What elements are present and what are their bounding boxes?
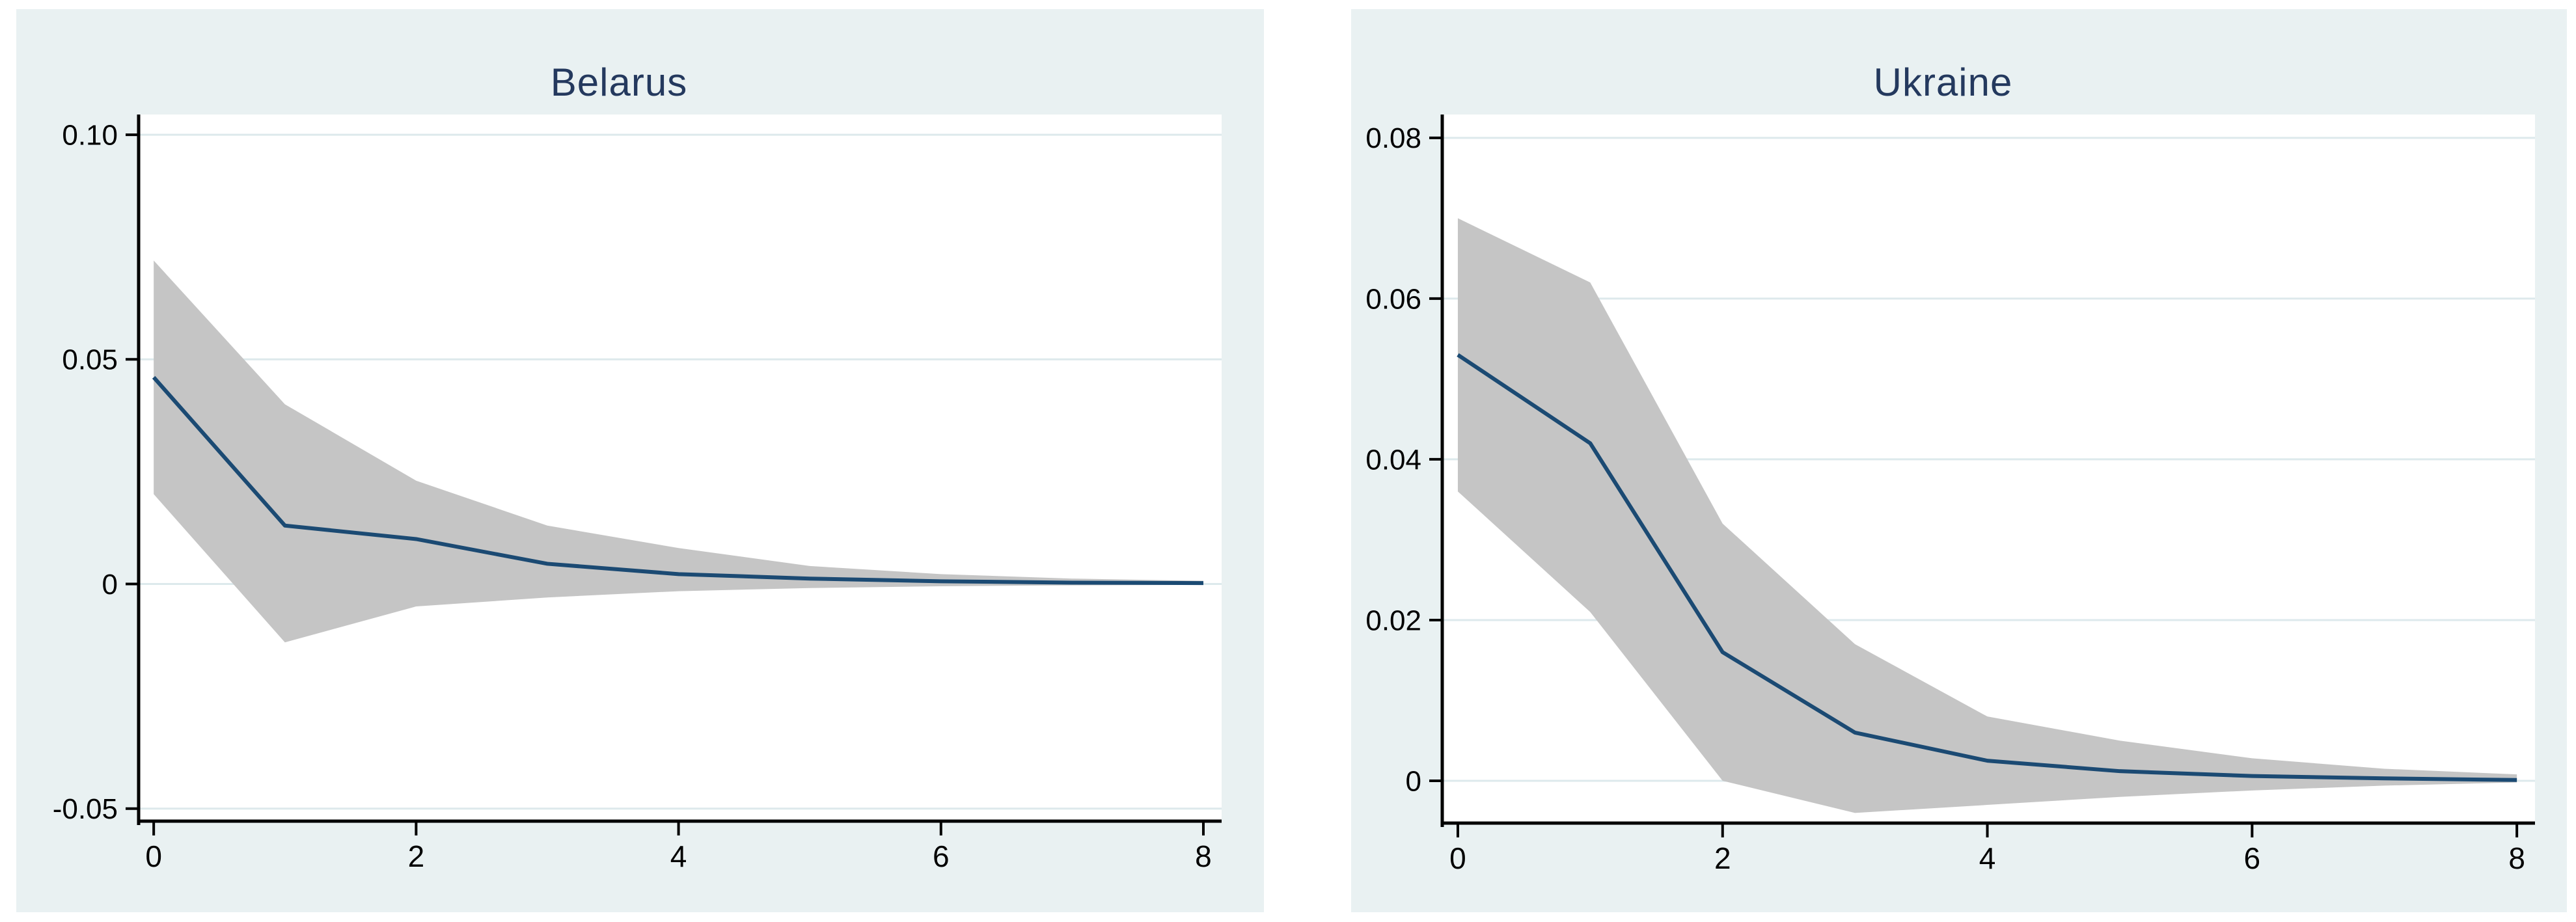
y-tick-label: 0.05	[62, 344, 118, 376]
x-tick-label: 4	[670, 839, 687, 873]
chart-title-belarus: Belarus	[550, 61, 688, 104]
confidence-band	[1457, 218, 2517, 813]
x-tick-label: 2	[408, 839, 425, 873]
confidence-band	[154, 260, 1203, 643]
irf-line	[152, 375, 1203, 586]
y-tick-label: 0.08	[1365, 122, 1421, 154]
x-tick-label: 6	[2244, 841, 2261, 875]
x-tick-label: 6	[933, 839, 950, 873]
x-tick-label: 8	[2508, 841, 2525, 875]
y-tick-label: -0.05	[53, 793, 118, 825]
y-tick-label: 0.02	[1365, 604, 1421, 636]
x-tick-label: 0	[145, 839, 162, 873]
chart-panel-belarus: Belarus -0.05 0 0.05 0.10 0 2 4 6 8	[16, 9, 1264, 912]
irf-chart-belarus: -0.05 0 0.05 0.10 0 2 4 6 8	[53, 115, 1222, 873]
y-tick-label: 0	[1406, 765, 1421, 797]
chart-title-ukraine: Ukraine	[1873, 61, 2013, 104]
x-tick-label: 2	[1714, 841, 1731, 875]
chart-panel-ukraine: Ukraine 0 0.02 0.04 0.06 0.08 0 2 4 6 8	[1351, 9, 2567, 912]
y-tick-label: 0.04	[1365, 444, 1421, 476]
irf-line	[1457, 353, 2517, 782]
y-tick-label: 0.06	[1365, 283, 1421, 315]
x-tick-label: 4	[1979, 841, 1996, 875]
y-tick-label: 0	[102, 569, 118, 601]
y-tick-label: 0.10	[62, 119, 118, 151]
x-tick-label: 8	[1195, 839, 1212, 873]
x-tick-label: 0	[1449, 841, 1466, 875]
irf-chart-ukraine: 0 0.02 0.04 0.06 0.08 0 2 4 6 8	[1365, 115, 2535, 875]
